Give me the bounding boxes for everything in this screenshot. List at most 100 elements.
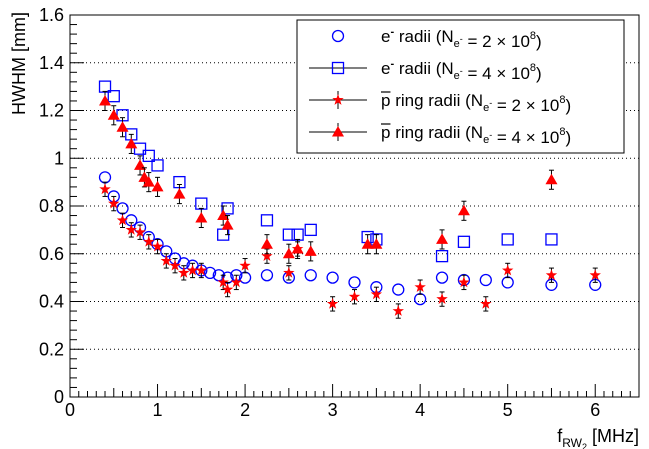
data-point-triangle [116, 121, 129, 132]
x-axis-title-sub: RW [562, 436, 582, 449]
legend-power: 8 [530, 30, 536, 42]
data-point-star [169, 259, 181, 271]
data-point-star [501, 264, 514, 276]
data-point-square [142, 149, 155, 163]
y-tick-label: 1.4 [39, 53, 64, 73]
y-tick-label: 1 [54, 148, 64, 168]
x-tick-label: 6 [590, 400, 600, 420]
data-point-circle [435, 271, 449, 284]
data-point-triangle [304, 245, 317, 256]
data-point-triangle [99, 94, 112, 106]
legend-subscript: e [454, 38, 460, 50]
data-point-star [221, 283, 234, 295]
y-tick-label: 0 [54, 387, 64, 407]
data-point-square [304, 223, 317, 237]
legend-superscript: - [390, 58, 394, 70]
legend-symbol: e [381, 59, 390, 78]
legend-subscript: e [454, 70, 460, 82]
legend-superscript: - [390, 26, 394, 38]
data-point-circle [348, 276, 361, 289]
data-point-triangle [142, 176, 155, 187]
data-point-star [195, 264, 208, 276]
data-point-square [107, 90, 120, 103]
data-point-triangle [545, 173, 558, 185]
legend-entry-4: p ring radii (Ne- = 4 × 108) [309, 123, 571, 147]
data-point-square [282, 228, 295, 241]
data-point-star [370, 288, 383, 300]
x-tick-label: 3 [328, 400, 338, 420]
legend-power: 8 [530, 62, 536, 74]
data-point-circle [414, 292, 427, 306]
series-3 [99, 181, 601, 319]
data-point-star [348, 290, 361, 302]
legend-symbol: p [381, 123, 390, 142]
data-point-square [331, 61, 345, 75]
series-4 [99, 90, 558, 264]
data-point-star [178, 266, 190, 278]
tick-labels: 0 0.2 0.4 0.6 0.8 1 1.2 1.4 1.6 0 1 2 3 4 5 6 [39, 5, 600, 420]
data-point-triangle [173, 188, 186, 199]
data-point-circle [331, 29, 345, 43]
y-tick-label: 0.2 [39, 339, 64, 359]
legend-close: ) [536, 32, 542, 51]
data-point-square [501, 233, 514, 246]
data-point-circle [326, 271, 339, 284]
legend-label: e- radii (Ne- = 4 × 108) [381, 58, 542, 83]
data-points [98, 80, 602, 319]
y-axis-title: HWHM [mm] [9, 12, 29, 115]
data-point-star [151, 240, 164, 252]
data-point-triangle [221, 219, 234, 230]
data-point-star [392, 305, 404, 316]
data-point-circle [116, 202, 129, 215]
data-point-star [230, 276, 243, 288]
legend-label-text: ring radii (N [390, 123, 483, 142]
data-point-square [435, 249, 449, 263]
data-point-triangle [134, 159, 147, 170]
data-point-star [160, 254, 172, 266]
data-point-triangle [282, 247, 295, 259]
data-point-star [125, 223, 137, 235]
data-point-star [143, 235, 155, 247]
legend-subscript-sup: - [489, 98, 492, 108]
y-tick-label: 0.6 [39, 244, 64, 264]
legend-subscript: e [483, 134, 489, 146]
y-tick-label: 0.8 [39, 196, 64, 216]
data-point-circle [304, 269, 317, 282]
legend-entry-1: e- radii (Ne- = 2 × 108) [331, 26, 542, 51]
legend-box [296, 19, 625, 154]
legend-label: p ring radii (Ne- = 2 × 108) [381, 91, 571, 115]
legend: e- radii (Ne- = 2 × 108)e- radii (Ne- = … [296, 19, 625, 154]
data-point-square [545, 233, 558, 246]
data-point-circle [260, 269, 274, 282]
data-point-triangle [436, 233, 449, 244]
legend-power: 8 [559, 126, 565, 138]
data-point-triangle [457, 204, 470, 216]
series-1 [98, 171, 602, 306]
data-point-star [326, 297, 339, 309]
data-point-triangle [332, 126, 344, 137]
legend-subscript: e [483, 102, 489, 114]
data-point-triangle [370, 238, 383, 249]
data-point-triangle [361, 238, 374, 249]
data-point-square [195, 197, 208, 210]
data-point-circle [392, 283, 405, 296]
data-point-circle [98, 171, 112, 184]
data-point-star [332, 94, 344, 105]
data-point-star [99, 183, 111, 195]
x-tick-label: 2 [240, 400, 250, 420]
legend-equation: = 2 × 10 [492, 96, 559, 115]
axis-ticks [69, 14, 640, 398]
data-point-triangle [107, 109, 120, 120]
data-point-star [217, 276, 229, 288]
x-tick-label: 4 [415, 400, 425, 420]
legend-label-text: radii (N [394, 27, 454, 46]
data-point-star [480, 297, 492, 309]
data-point-star [239, 259, 251, 271]
data-point-star [108, 197, 120, 209]
data-point-square [133, 142, 147, 155]
data-point-star [283, 266, 295, 278]
data-point-star [261, 250, 273, 261]
data-point-triangle [291, 242, 304, 254]
data-point-square [260, 214, 274, 227]
data-point-star [414, 281, 426, 293]
